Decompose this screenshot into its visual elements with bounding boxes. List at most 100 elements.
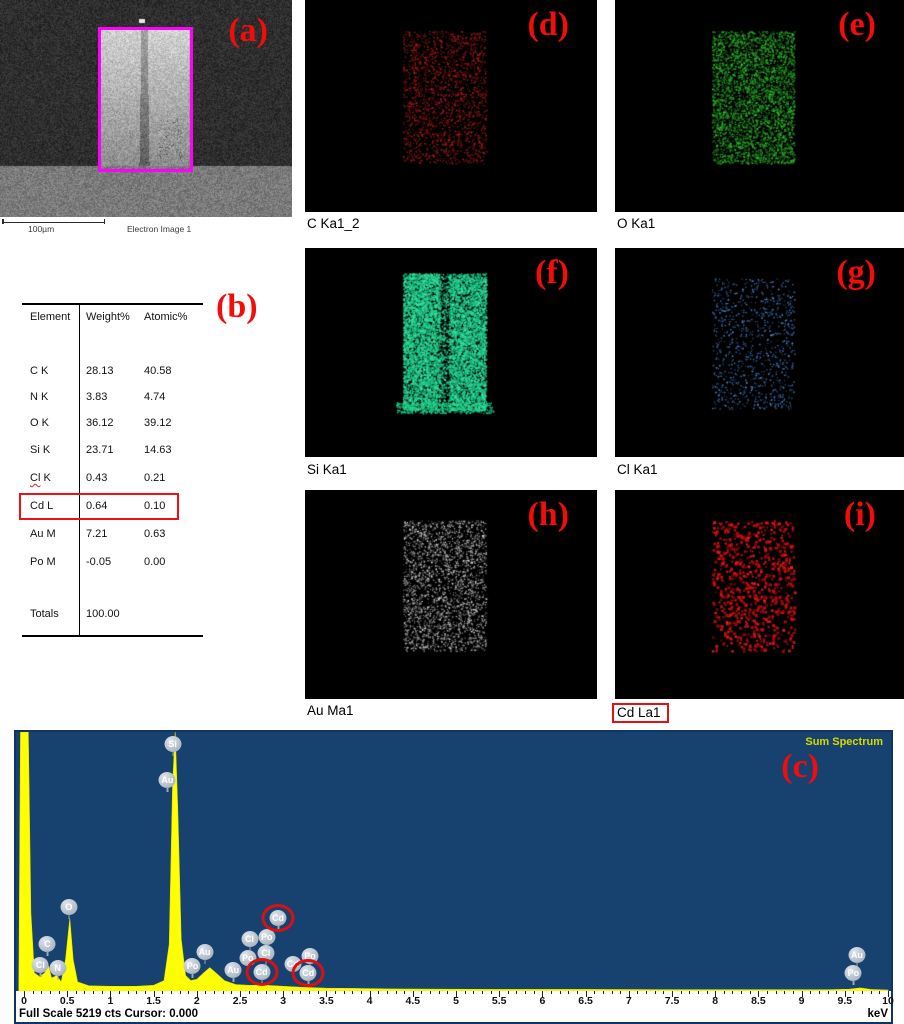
minor-tick — [223, 991, 224, 994]
panel-letter-h: (h) — [527, 498, 569, 532]
minor-tick — [689, 991, 690, 994]
panel-letter-i: (i) — [844, 498, 876, 532]
minor-tick — [776, 991, 777, 994]
tick-label: 9 — [799, 995, 805, 1007]
minor-tick — [465, 991, 466, 994]
minor-tick — [93, 991, 94, 994]
tick-label: 1 — [107, 995, 113, 1007]
minor-tick — [257, 991, 258, 994]
minor-tick — [378, 991, 379, 994]
map-caption-h: Au Ma1 — [307, 703, 354, 718]
minor-tick — [879, 991, 880, 994]
misspell-underline: Cl — [30, 472, 40, 484]
minor-tick — [560, 991, 561, 994]
table-row: Au M 7.21 0.63 — [22, 528, 203, 542]
tick-label: 0 — [21, 995, 27, 1007]
cd-highlight-ring — [262, 904, 295, 932]
minor-tick — [231, 991, 232, 994]
atomic-percent-cell: 0.00 — [144, 556, 165, 568]
minor-tick — [439, 991, 440, 994]
minor-tick — [84, 991, 85, 994]
map-caption-d: C Ka1_2 — [307, 216, 360, 231]
minor-tick — [620, 991, 621, 994]
minor-tick — [741, 991, 742, 994]
minor-tick — [335, 991, 336, 994]
minor-tick — [516, 991, 517, 994]
minor-tick — [603, 991, 604, 994]
tick-label: 0.5 — [60, 995, 75, 1007]
peak-label-po: Po — [845, 965, 862, 981]
minor-tick — [59, 991, 60, 994]
tick-label: 6 — [539, 995, 545, 1007]
tick-label: 8.5 — [751, 995, 766, 1007]
minor-tick — [447, 991, 448, 994]
weight-percent-cell: 36.12 — [86, 417, 114, 429]
map-caption-e: O Ka1 — [617, 216, 655, 231]
panel-letter-e: (e) — [838, 8, 876, 42]
minor-tick — [853, 991, 854, 994]
spectrum-area-path — [19, 732, 888, 991]
minor-tick — [41, 991, 42, 994]
sum-spectrum-label: Sum Spectrum — [805, 736, 883, 748]
minor-tick — [568, 991, 569, 994]
atomic-percent-cell: 40.58 — [144, 365, 172, 377]
minor-tick — [767, 991, 768, 994]
atomic-percent-cell: 14.63 — [144, 444, 172, 456]
map-label-f: Si Ka1 — [307, 462, 347, 477]
peak-label-c: C — [39, 936, 56, 952]
electron-image-caption: Electron Image 1 — [127, 224, 191, 234]
tick-label: 9.5 — [837, 995, 852, 1007]
tick-label: 8 — [712, 995, 718, 1007]
minor-tick — [361, 991, 362, 994]
element-cell: Au M — [30, 528, 56, 540]
minor-tick — [430, 991, 431, 994]
panel-letter-f: (f) — [535, 256, 569, 290]
map-label-e: O Ka1 — [617, 216, 655, 231]
eds-map-panel-f: (f) — [305, 248, 597, 457]
tick-label: 5 — [453, 995, 459, 1007]
minor-tick — [387, 991, 388, 994]
eds-map-panel-i: (i) — [615, 490, 904, 699]
spectrum-plot-area: Sum Spectrum (c) Cl C N O Au Si Po Au Au Po Cl Po Cl… — [16, 732, 891, 991]
eds-map-panel-d: (d) — [305, 0, 597, 212]
peak-label-si: Si — [164, 736, 181, 752]
minor-tick — [396, 991, 397, 994]
totals-value: 100.00 — [86, 608, 120, 620]
table-row: N K 3.83 4.74 — [22, 391, 203, 405]
table-row: Element Weight% Atomic% — [22, 311, 203, 325]
element-cell: Si K — [30, 444, 50, 456]
element-quantification-table: Element Weight% Atomic% C K 28.13 40.58 N K 3.8… — [22, 303, 203, 637]
table-row: Si K 23.71 14.63 — [22, 444, 203, 458]
tick-label: 6.5 — [578, 995, 593, 1007]
peak-label-cl: Cl — [241, 931, 258, 947]
eds-analysis-figure: (a) 100µm Electron Image 1 Element Weight… — [0, 0, 904, 1024]
minor-tick — [551, 991, 552, 994]
minor-tick — [421, 991, 422, 994]
minor-tick — [508, 991, 509, 994]
minor-tick — [404, 991, 405, 994]
minor-tick — [180, 991, 181, 994]
minor-tick — [136, 991, 137, 994]
minor-tick — [344, 991, 345, 994]
minor-tick — [266, 991, 267, 994]
minor-tick — [819, 991, 820, 994]
peak-label-au: Au — [159, 772, 176, 788]
sem-image-panel: (a) — [0, 0, 292, 217]
spectrum-trace — [16, 732, 891, 991]
tick-label: 1.5 — [146, 995, 161, 1007]
atomic-percent-cell: 0.21 — [144, 472, 165, 484]
weight-percent-cell: 7.21 — [86, 528, 107, 540]
column-header-weight: Weight% — [86, 311, 130, 323]
minor-tick — [534, 991, 535, 994]
table-column-divider — [79, 305, 80, 635]
cd-highlight-ring — [245, 958, 278, 986]
minor-tick — [707, 991, 708, 994]
minor-tick — [102, 991, 103, 994]
column-header-atomic: Atomic% — [144, 311, 187, 323]
map-label-i: Cd La1 — [612, 703, 669, 723]
minor-tick — [810, 991, 811, 994]
element-cell: O K — [30, 417, 49, 429]
table-row: C K 28.13 40.58 — [22, 365, 203, 379]
minor-tick — [214, 991, 215, 994]
minor-tick — [309, 991, 310, 994]
